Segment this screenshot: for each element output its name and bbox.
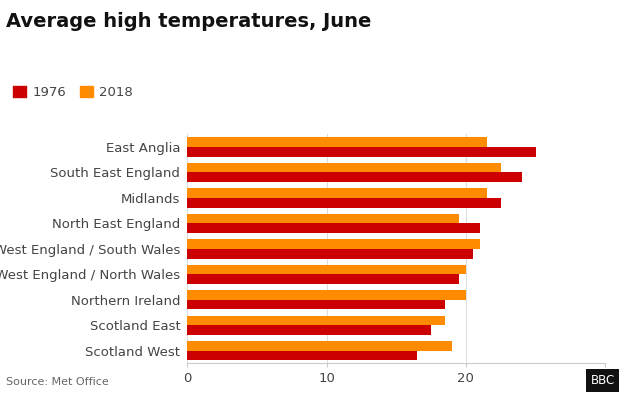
Bar [187,147,535,157]
Text: Source: Met Office: Source: Met Office [6,377,109,387]
Bar [187,341,452,351]
Legend: 1976, 2018: 1976, 2018 [13,86,133,99]
Bar [187,214,459,224]
Bar [187,137,487,147]
Bar [187,290,466,300]
Bar [187,316,445,325]
Bar [187,173,522,182]
Bar [187,274,459,284]
Bar [187,239,480,249]
Bar [187,249,473,258]
Bar [187,198,500,208]
Bar [187,224,480,233]
Bar [187,188,487,198]
Bar [187,163,500,173]
Text: BBC: BBC [590,374,615,387]
Bar [187,265,466,274]
Bar [187,300,445,309]
Text: Average high temperatures, June: Average high temperatures, June [6,12,372,31]
Bar [187,351,417,360]
Bar [187,325,431,335]
